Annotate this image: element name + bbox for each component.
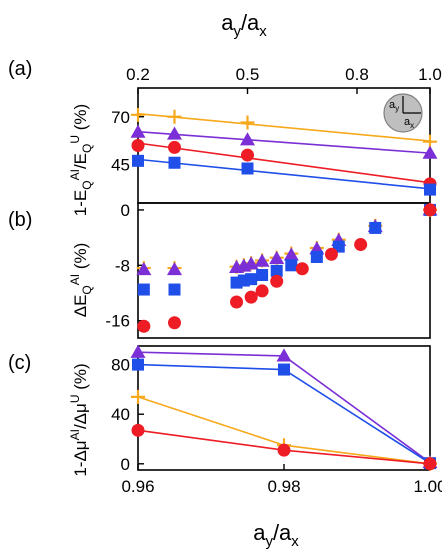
panel-1-ytick-label: -8 xyxy=(115,256,130,275)
inset-label-ay: ay xyxy=(389,99,399,113)
panel-0-series-orange-fit-line xyxy=(137,112,431,142)
ylabel-c: 1-ΔμAI/ΔμU (%) xyxy=(68,363,90,476)
panel-1-series-purple-point xyxy=(167,261,182,276)
panel-0-series-blue-point xyxy=(168,156,181,169)
panel-1-series-blue-point xyxy=(285,259,298,272)
panel-1-series-red-point xyxy=(137,319,151,333)
panel-0-series-red-fit-line xyxy=(137,142,431,184)
panel-0-series-orange-point xyxy=(167,109,182,124)
panel-2-ytick-label: 0 xyxy=(121,455,130,474)
panel-0-series-orange-point xyxy=(131,107,145,122)
panel-label-a: (a) xyxy=(8,58,32,80)
panel-1-series-red-point xyxy=(423,203,437,217)
panel-0-series-red-point xyxy=(241,148,254,162)
panel-b-frame xyxy=(137,202,431,339)
panel-1-series-purple-point xyxy=(283,247,299,261)
svg-text:ay/ax: ay/ax xyxy=(253,520,299,550)
panel-1-series-red-point xyxy=(295,262,309,276)
panel-1-series-blue-point xyxy=(369,221,382,234)
panel-0-ytick-label: 45 xyxy=(111,156,130,175)
panel-0-series-orange-point xyxy=(240,115,255,130)
ylabel-a: 1-EQAI/EQU (%) xyxy=(68,104,94,216)
panel-label-c: (c) xyxy=(8,352,31,374)
panel-0-series-purple-point xyxy=(167,126,182,140)
svg-text:ΔEQAI (%): ΔEQAI (%) xyxy=(68,243,94,318)
panel-1-series-purple-point xyxy=(269,250,285,265)
panel-0-series-blue-point xyxy=(132,154,144,167)
panel-0-xtick-label: 0.8 xyxy=(345,65,369,84)
panel-1-series-blue-point xyxy=(310,251,323,263)
panel-1-series-purple-point xyxy=(254,253,270,267)
bottom-axis-title: ay/ax xyxy=(253,520,299,550)
panel-1-series-red-point xyxy=(230,295,244,309)
svg-text:1-ΔμAI/ΔμU (%): 1-ΔμAI/ΔμU (%) xyxy=(68,363,90,476)
panel-2-series-orange-point xyxy=(131,389,145,404)
panel-2-series-purple-point xyxy=(130,344,146,358)
panel-0-series-red-point xyxy=(168,140,181,154)
svg-text:1-EQAI/EQU (%): 1-EQAI/EQU (%) xyxy=(68,104,94,216)
panel-1-series-red-point xyxy=(244,290,258,304)
panel-0-series-purple-point xyxy=(422,145,438,159)
panel-1-ytick-label: -16 xyxy=(105,312,130,331)
top-axis-title: ay/ax xyxy=(221,10,267,40)
panel-1-ytick-label: 0 xyxy=(121,201,130,220)
panel-2-series-red-point xyxy=(423,457,437,471)
panel-0-ytick-label: 70 xyxy=(111,108,130,127)
inset-label-ax: ax xyxy=(404,116,414,130)
panel-1-series-red-point xyxy=(324,247,338,261)
panel-0-series-red-point xyxy=(131,139,145,152)
panel-0-series-blue-point xyxy=(424,183,436,196)
panel-1-series-blue-point xyxy=(137,283,150,296)
panel-2-ytick-label: 80 xyxy=(111,356,130,375)
panel-0-series-blue-point xyxy=(241,162,254,175)
panel-2-series-purple-point xyxy=(276,348,292,362)
panel-2-xtick-label: 1.00 xyxy=(413,477,442,496)
svg-text:ay/ax: ay/ax xyxy=(221,10,267,40)
panel-2-series-red-point xyxy=(131,423,145,437)
panel-0-series-purple-point xyxy=(130,124,146,138)
panel-1-series-blue-point xyxy=(270,264,283,277)
panel-2-series-red-point xyxy=(277,443,291,457)
panel-2-ytick-label: 40 xyxy=(111,405,130,424)
panel-2-xtick-label: 0.96 xyxy=(121,477,154,496)
panel-0-series-purple-point xyxy=(240,132,255,146)
panel-1-series-red-point xyxy=(168,316,181,330)
panel-1-series-blue-point xyxy=(168,283,181,296)
panel-0-xtick-label: 0.5 xyxy=(236,65,260,84)
panel-0-series-purple-fit-line xyxy=(137,130,431,154)
panel-1-series-red-point xyxy=(270,274,284,288)
panel-1-series-purple-point xyxy=(136,261,152,276)
panel-1-series-red-point xyxy=(354,238,368,252)
inset-circle-diagram: ay ax xyxy=(383,93,423,133)
ylabel-b: ΔEQAI (%) xyxy=(68,243,94,318)
panel-0-xtick-label: 0.2 xyxy=(126,65,150,84)
panel-label-b: (b) xyxy=(8,209,32,231)
panel-0-xtick-label: 1.0 xyxy=(418,65,442,84)
panel-2-series-blue-point xyxy=(132,358,144,371)
panel-1-series-blue-point xyxy=(245,273,258,286)
panel-1-series-blue-point xyxy=(256,269,269,281)
panel-2-series-blue-point xyxy=(278,363,290,376)
panel-2-xtick-label: 0.98 xyxy=(267,477,300,496)
panel-1-series-red-point xyxy=(255,284,269,298)
panel-0-series-blue-fit-line xyxy=(137,158,431,190)
